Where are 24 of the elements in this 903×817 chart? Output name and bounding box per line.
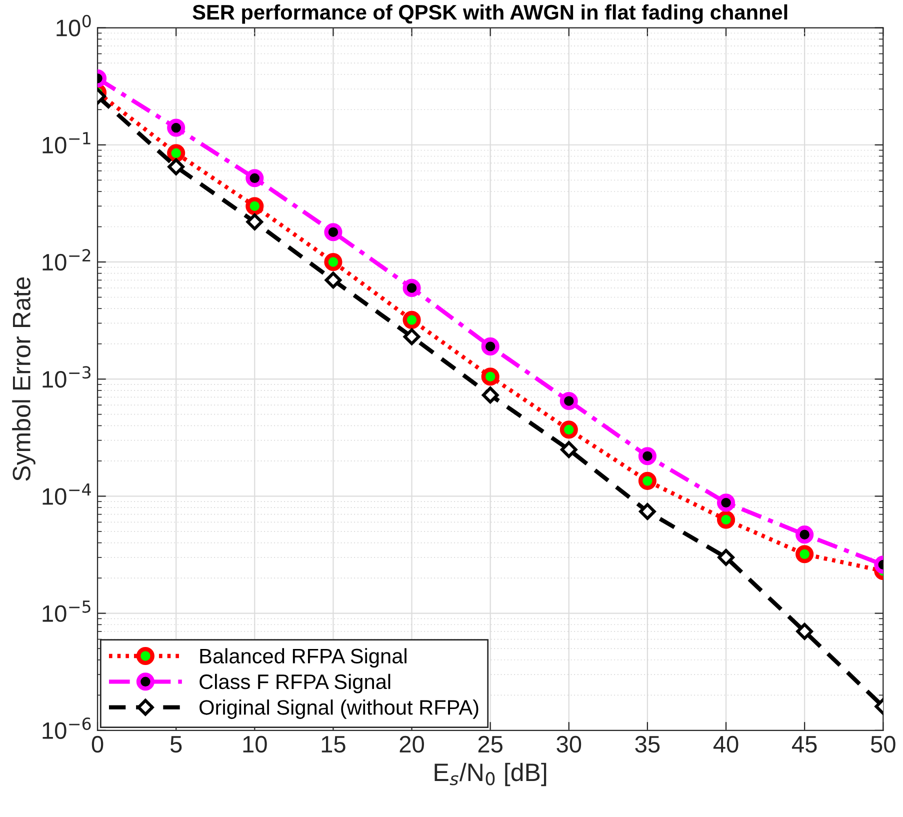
x-tick-label: 45 <box>792 736 817 753</box>
chart-title: SER performance of QPSK with AWGN in flat fading channel <box>192 4 788 24</box>
x-tick-label: 5 <box>170 736 182 753</box>
x-tick-label: 30 <box>556 736 582 753</box>
y-tick-label: 10$^{−4}$ <box>42 483 91 505</box>
y-tick-label: 10$^{−6}$ <box>42 717 91 740</box>
x-tick-label: 50 <box>870 736 896 753</box>
legend-label: Class F RFPA Signal <box>200 674 390 694</box>
x-tick-label: 20 <box>400 736 424 753</box>
legend-label: Balanced RFPA Signal <box>200 648 406 668</box>
legend-label: Original Signal (without RFPA) <box>200 700 478 719</box>
x-tick-label: 25 <box>478 736 502 753</box>
y-tick-label: 10$^{−5}$ <box>42 600 90 622</box>
y-tick-label: 10$^{−3}$ <box>42 366 90 388</box>
x-tick-label: 40 <box>713 736 738 753</box>
x-tick-label: 35 <box>635 736 660 753</box>
y-tick-label: 10$^{−1}$ <box>42 132 90 154</box>
y-axis-title: Symbol Error Rate <box>12 277 36 481</box>
x-axis-title: E$_{s}$/N$_{0}$ [dB] <box>434 762 546 786</box>
x-tick-label: 10 <box>243 736 267 753</box>
y-tick-label: 10$^{0}$ <box>56 14 91 36</box>
y-tick-label: 10$^{−2}$ <box>42 249 90 271</box>
x-tick-label: 0 <box>92 736 104 753</box>
x-tick-label: 15 <box>322 736 346 753</box>
